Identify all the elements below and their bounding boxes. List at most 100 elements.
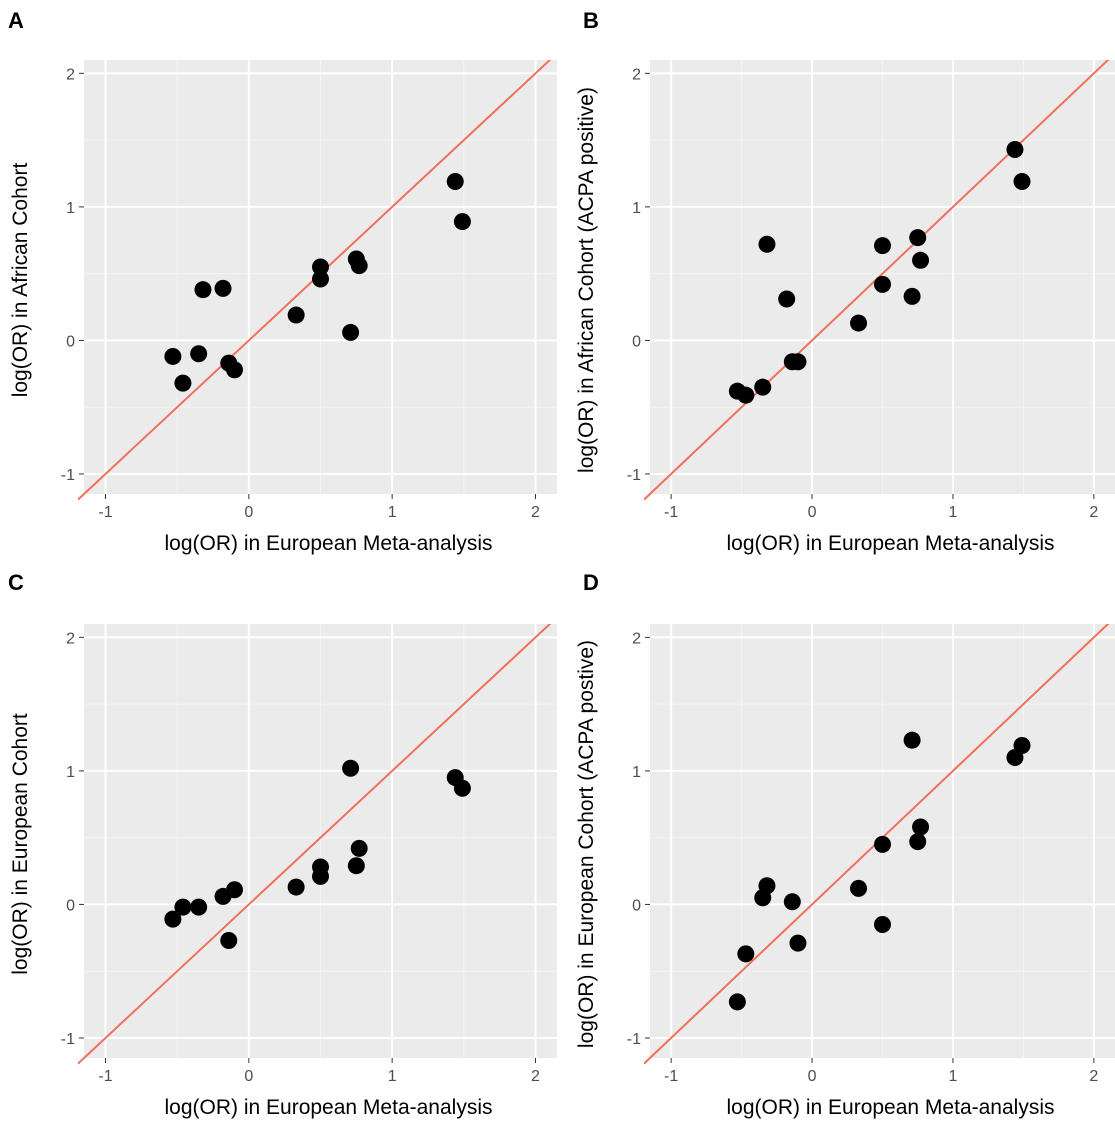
data-point (350, 257, 368, 275)
y-tick-label: 0 (632, 333, 641, 350)
y-tick-label: 2 (632, 630, 641, 647)
panel-a: -1 0 1 2 -1 0 1 2 log(OR) in European Meta-analy… (8, 8, 557, 555)
x-tick-label: 1 (388, 1068, 397, 1085)
data-point (446, 173, 464, 191)
data-point (226, 881, 243, 899)
x-tick-label: 1 (949, 1068, 958, 1085)
data-point (737, 386, 755, 404)
data-point (909, 229, 927, 247)
data-point (453, 213, 471, 231)
x-tick-label: 1 (949, 504, 958, 521)
x-tick-label: -1 (98, 504, 112, 521)
panel-label: D (583, 570, 599, 595)
x-tick-label: 0 (244, 504, 253, 521)
data-point (1013, 737, 1031, 755)
panel-label: C (8, 570, 24, 595)
panel-label: A (8, 8, 24, 33)
data-point (850, 314, 868, 332)
data-point (874, 237, 891, 255)
data-point (874, 835, 891, 853)
data-point (758, 235, 776, 253)
y-tick-label: 0 (66, 897, 75, 914)
panel-c: -1 0 1 2 -1 0 1 2 log(OR) in European Meta-analy… (8, 570, 557, 1119)
data-point (342, 759, 360, 777)
y-tick-label: -1 (61, 467, 75, 484)
data-point (287, 878, 305, 896)
data-point (287, 306, 305, 324)
data-point (347, 857, 365, 875)
reference-line (644, 60, 1110, 500)
data-point (850, 879, 868, 897)
data-point (778, 290, 796, 308)
data-point (912, 818, 930, 836)
x-tick-label: -1 (664, 1068, 678, 1085)
data-point (190, 345, 208, 363)
y-tick-label: 2 (632, 66, 641, 83)
data-point (728, 993, 746, 1011)
y-tick-label: 1 (66, 200, 75, 217)
data-point (783, 893, 801, 911)
panel-b: -1 0 1 2 -1 0 1 2 log(OR) in European Meta-analy… (575, 8, 1115, 555)
reference-line (78, 624, 552, 1064)
data-point (1006, 140, 1024, 158)
x-axis-title: log(OR) in European Meta-analysis (165, 532, 493, 555)
data-point (164, 910, 182, 928)
y-tick-label: 1 (632, 764, 641, 781)
data-point (758, 877, 776, 895)
y-axis-title: log(OR) in European Cohort (ACPA postive… (575, 640, 598, 1048)
data-point (312, 867, 329, 885)
x-tick-label: 2 (531, 504, 540, 521)
x-tick-label: 1 (388, 504, 397, 521)
y-tick-label: 2 (66, 630, 75, 647)
data-point (754, 378, 772, 396)
x-tick-label: 0 (808, 504, 817, 521)
x-tick-label: 2 (1089, 1068, 1098, 1085)
x-tick-label: 2 (531, 1068, 540, 1085)
data-point (737, 945, 755, 963)
data-point (174, 898, 192, 916)
data-point (190, 898, 208, 916)
x-axis-title: log(OR) in European Meta-analysis (727, 1096, 1055, 1119)
y-tick-label: 1 (632, 200, 641, 217)
y-axis-title: log(OR) in African Cohort (9, 163, 32, 398)
panel-d: -1 0 1 2 -1 0 1 2 log(OR) in European Meta-analy… (575, 570, 1115, 1119)
y-tick-label: -1 (627, 1031, 641, 1048)
data-point (903, 287, 921, 305)
data-point (194, 281, 212, 299)
data-point (226, 361, 243, 379)
data-point (874, 275, 891, 293)
data-point (312, 270, 329, 288)
y-tick-label: -1 (61, 1031, 75, 1048)
data-point (342, 323, 360, 341)
data-point (912, 251, 930, 269)
x-tick-label: 0 (244, 1068, 253, 1085)
x-tick-label: -1 (98, 1068, 112, 1085)
y-tick-label: 0 (632, 897, 641, 914)
data-point (220, 931, 238, 949)
data-point (903, 731, 921, 749)
data-point (164, 347, 182, 365)
data-point (909, 833, 927, 851)
x-axis-title: log(OR) in European Meta-analysis (165, 1096, 493, 1119)
data-point (350, 839, 368, 857)
data-point (1013, 173, 1031, 191)
data-point (789, 353, 807, 371)
x-tick-label: 0 (808, 1068, 817, 1085)
y-tick-label: 0 (66, 333, 75, 350)
data-point (453, 779, 471, 797)
data-point (214, 279, 232, 297)
y-axis-title: log(OR) in African Cohort (ACPA positive… (575, 87, 598, 473)
y-tick-label: -1 (627, 467, 641, 484)
y-axis-title: log(OR) in European Cohort (9, 713, 32, 975)
x-tick-label: 2 (1089, 504, 1098, 521)
y-tick-label: 1 (66, 764, 75, 781)
data-point (874, 915, 891, 933)
x-tick-label: -1 (664, 504, 678, 521)
x-axis-title: log(OR) in European Meta-analysis (727, 532, 1055, 555)
data-point (789, 934, 807, 952)
data-point (312, 258, 329, 276)
data-point (174, 374, 192, 392)
panel-label: B (583, 8, 599, 33)
y-tick-label: 2 (66, 66, 75, 83)
